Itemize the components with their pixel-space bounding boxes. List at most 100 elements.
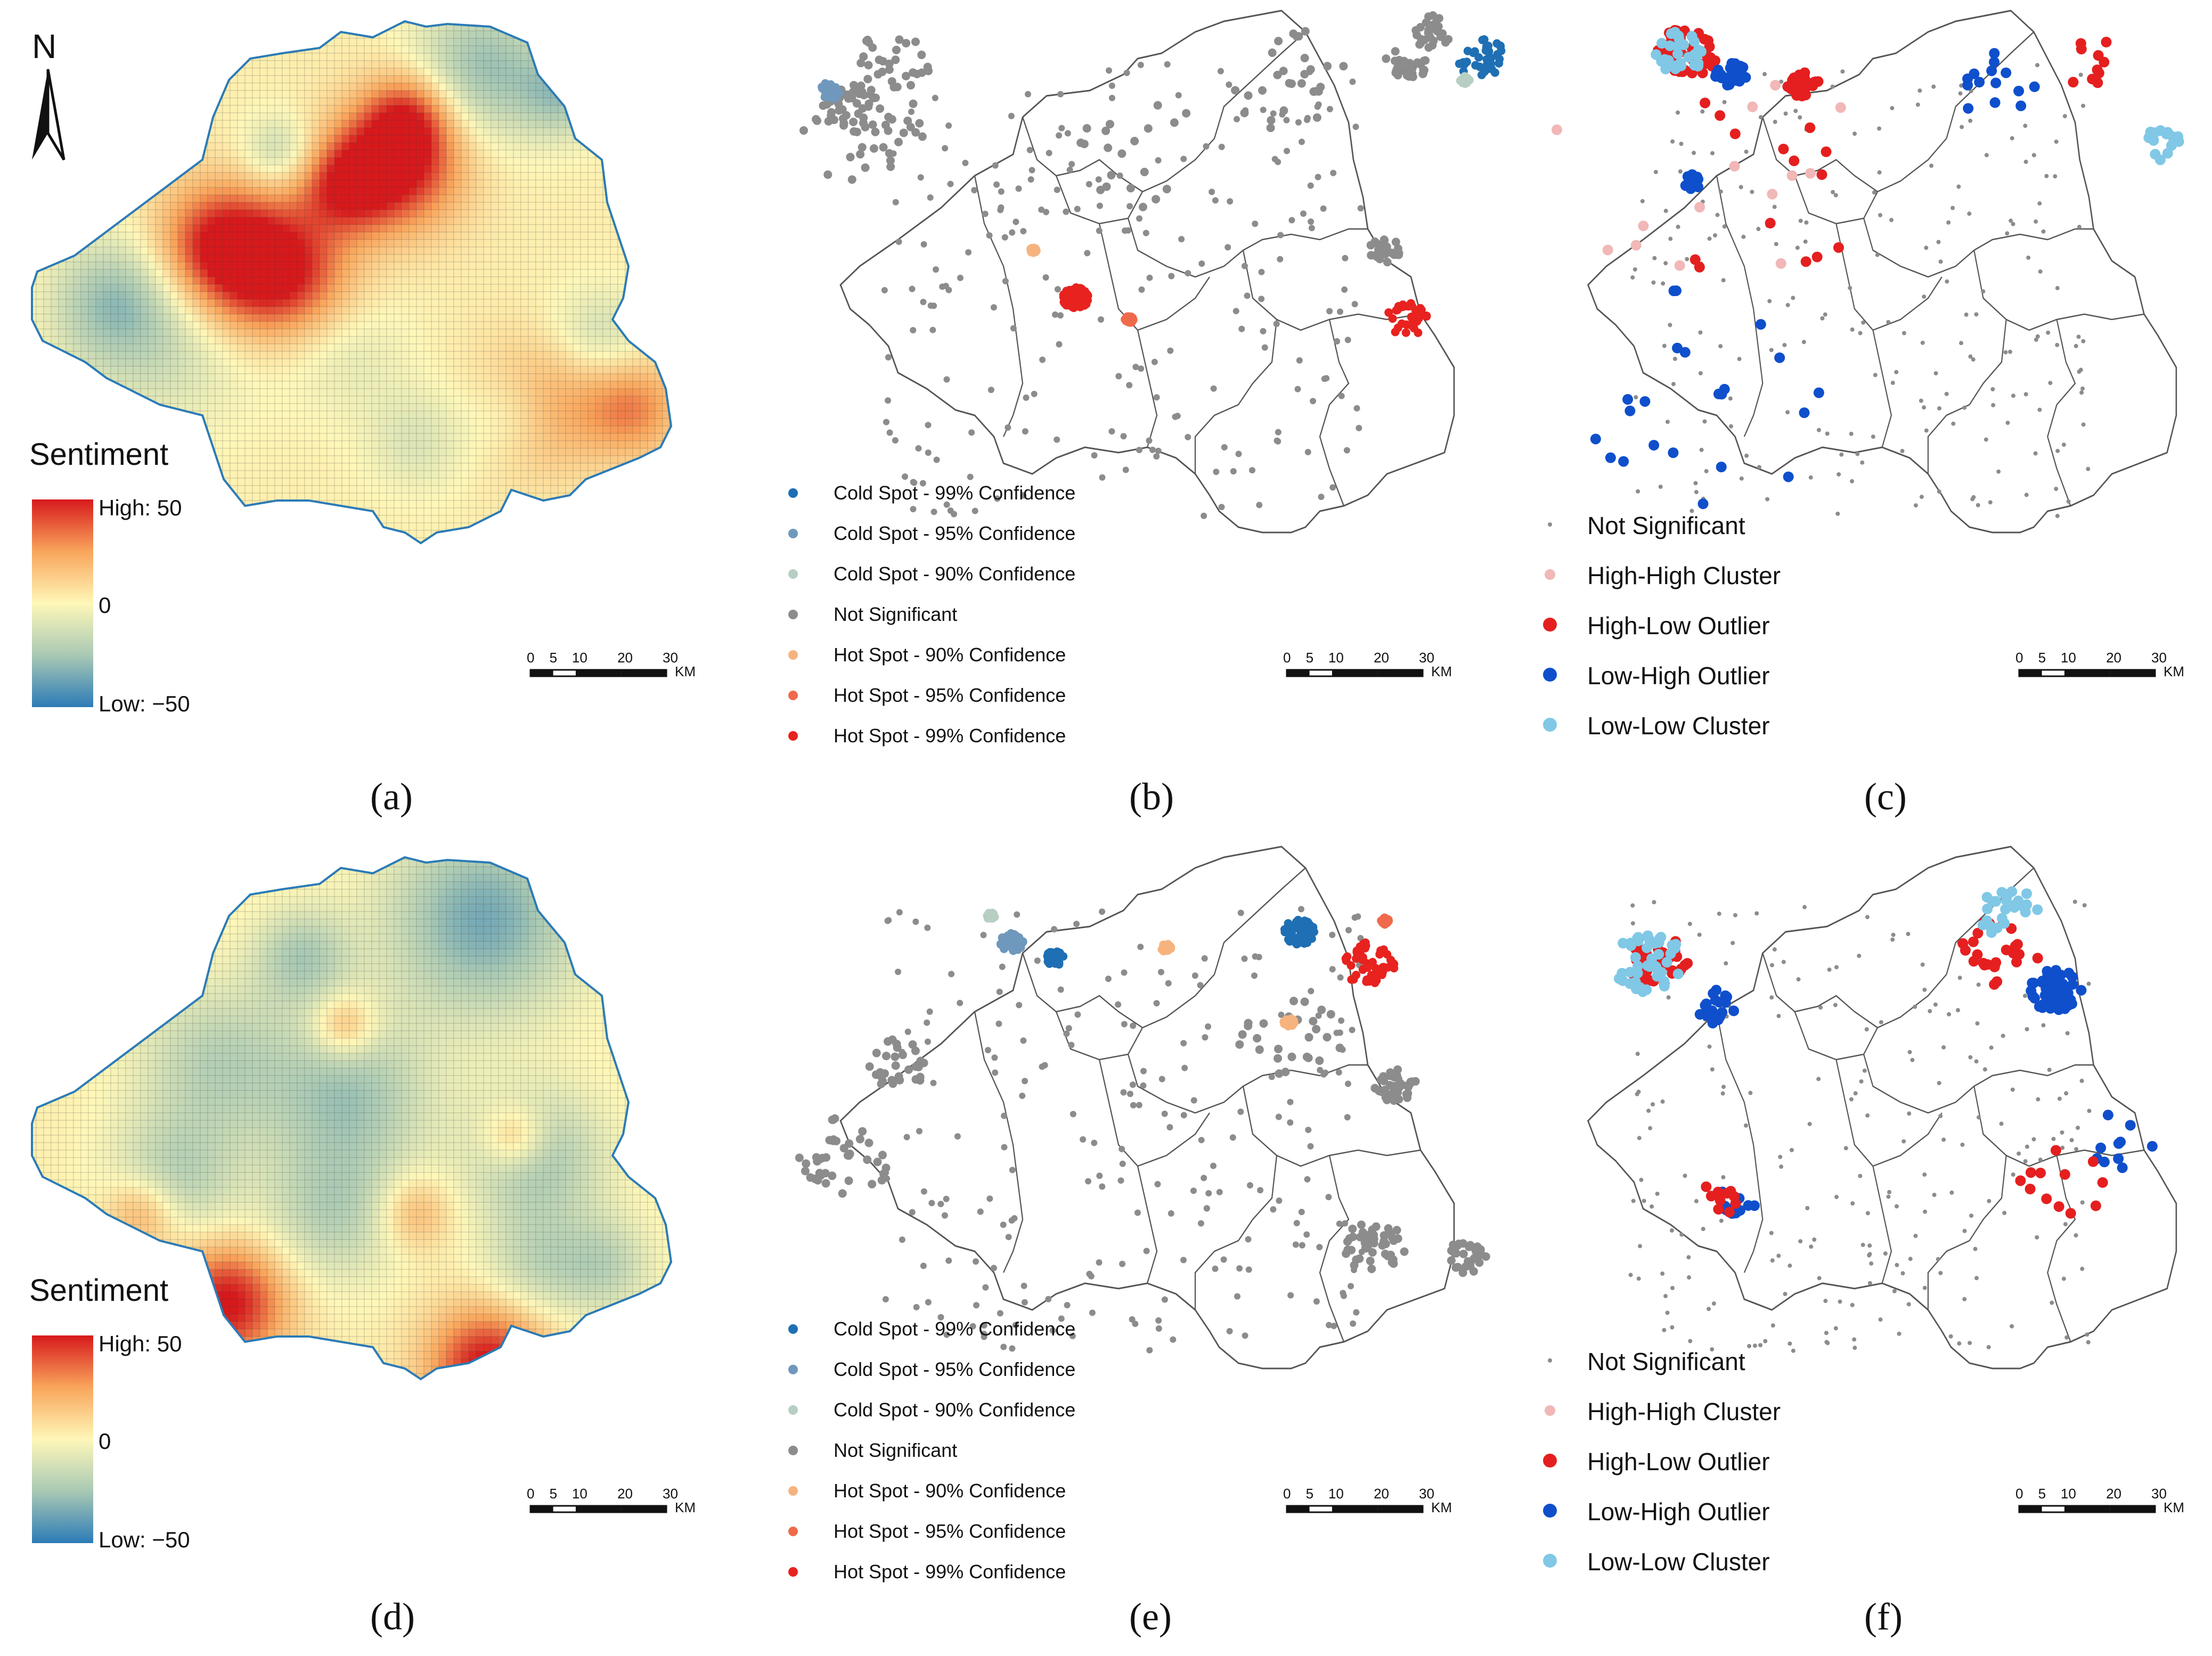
- point-marker: [1957, 1341, 1962, 1346]
- point-marker: [1974, 77, 1985, 88]
- point-marker: [2099, 1157, 2110, 1168]
- point-marker: [1005, 1234, 1012, 1241]
- legend-swatch: [1543, 1504, 1557, 1518]
- panel-b: Cold Spot - 99% Confidence Cold Spot - 95…: [756, 0, 1506, 818]
- point-marker: [1119, 1260, 1126, 1267]
- point-marker: [2086, 981, 2091, 986]
- point-marker: [1750, 190, 1754, 194]
- point-marker: [1258, 268, 1265, 275]
- point-marker: [1392, 64, 1401, 73]
- point-marker: [1279, 106, 1288, 115]
- point-marker: [896, 909, 903, 916]
- point-marker: [1294, 32, 1303, 41]
- point-marker: [1334, 338, 1341, 345]
- point-marker: [869, 144, 878, 153]
- scale-bar-graphic: [2018, 1505, 2156, 1513]
- point-marker: [1897, 1331, 1901, 1336]
- point-marker: [1705, 1191, 1717, 1202]
- point-marker: [947, 507, 954, 514]
- point-marker: [2025, 1027, 2029, 1031]
- point-marker: [892, 437, 899, 444]
- point-marker: [1343, 447, 1350, 454]
- point-marker: [1364, 1236, 1373, 1245]
- scale-tick-label: 30: [2151, 1486, 2167, 1502]
- point-marker: [1855, 452, 1860, 456]
- point-marker: [984, 1047, 991, 1054]
- point-marker: [2035, 63, 2040, 68]
- point-marker: [875, 55, 884, 64]
- point-marker: [1382, 54, 1391, 63]
- point-marker: [802, 1159, 811, 1168]
- point-marker: [1331, 1323, 1337, 1330]
- point-marker: [1798, 1239, 1803, 1244]
- point-marker: [1297, 906, 1304, 913]
- point-marker: [1242, 1332, 1248, 1339]
- point-marker: [1383, 1229, 1392, 1239]
- point-marker: [911, 1075, 920, 1084]
- point-marker: [1447, 1246, 1456, 1255]
- point-marker: [899, 128, 908, 137]
- point-marker: [1394, 250, 1403, 259]
- point-marker: [1309, 1016, 1318, 1026]
- point-marker: [1312, 1024, 1321, 1034]
- point-marker: [2041, 1023, 2046, 1028]
- point-marker: [1471, 61, 1480, 70]
- point-marker: [886, 156, 895, 165]
- point-marker: [1126, 382, 1133, 389]
- point-marker: [1886, 1194, 1891, 1199]
- point-marker: [1692, 151, 1696, 155]
- point-marker: [844, 94, 853, 103]
- point-marker: [1769, 963, 1774, 968]
- panel-e: Cold Spot - 99% Confidence Cold Spot - 95…: [756, 836, 1491, 1656]
- point-marker: [1291, 922, 1300, 931]
- point-marker: [916, 1128, 923, 1135]
- point-marker: [1125, 227, 1132, 234]
- point-marker: [1688, 1339, 1693, 1343]
- sentiment-heatmap-a: [31, 20, 673, 545]
- point-marker: [2050, 1300, 2054, 1305]
- point-marker: [1758, 1343, 1763, 1348]
- point-marker: [1783, 111, 1788, 116]
- point-marker: [863, 1155, 872, 1164]
- point-marker: [1641, 942, 1652, 954]
- point-marker: [1029, 167, 1035, 174]
- point-marker: [910, 506, 917, 513]
- point-marker: [1155, 1317, 1162, 1324]
- point-marker: [1157, 969, 1164, 975]
- point-marker: [895, 969, 902, 975]
- point-marker: [1769, 995, 1774, 1000]
- point-marker: [1180, 1257, 1187, 1264]
- point-marker: [1805, 168, 1816, 179]
- scale-tick-label: 10: [2060, 650, 2076, 666]
- point-marker: [1132, 364, 1139, 371]
- point-marker: [1877, 170, 1882, 175]
- legend-item: Low-Low Cluster: [1539, 711, 1859, 740]
- point-marker: [1288, 217, 1295, 224]
- point-marker: [2005, 421, 2010, 425]
- scale-tick-label: 10: [572, 1486, 587, 1502]
- point-marker: [1130, 1022, 1137, 1029]
- lisa-map-f: [1587, 846, 2177, 1370]
- point-marker: [1022, 1078, 1029, 1085]
- point-marker: [884, 917, 891, 924]
- point-marker: [998, 188, 1005, 195]
- point-marker: [2001, 1034, 2005, 1038]
- point-marker: [830, 1114, 839, 1123]
- district-boundary: [1872, 1166, 1892, 1284]
- point-marker: [1134, 1209, 1141, 1216]
- point-marker: [1922, 987, 1927, 992]
- point-marker: [1999, 1121, 2004, 1126]
- point-marker: [852, 84, 861, 93]
- point-marker: [1850, 327, 1855, 332]
- scale-tick-label: 5: [2038, 650, 2046, 666]
- point-marker: [1063, 1030, 1070, 1037]
- point-marker: [1057, 312, 1064, 319]
- point-marker: [1155, 447, 1162, 454]
- point-marker: [1168, 1210, 1174, 1217]
- point-marker: [1778, 143, 1789, 154]
- legend-swatch: [788, 1324, 798, 1334]
- point-marker: [1274, 1044, 1283, 1053]
- point-marker: [1294, 386, 1301, 392]
- scale-tick-label: 30: [1419, 650, 1434, 666]
- point-marker: [1707, 1307, 1711, 1311]
